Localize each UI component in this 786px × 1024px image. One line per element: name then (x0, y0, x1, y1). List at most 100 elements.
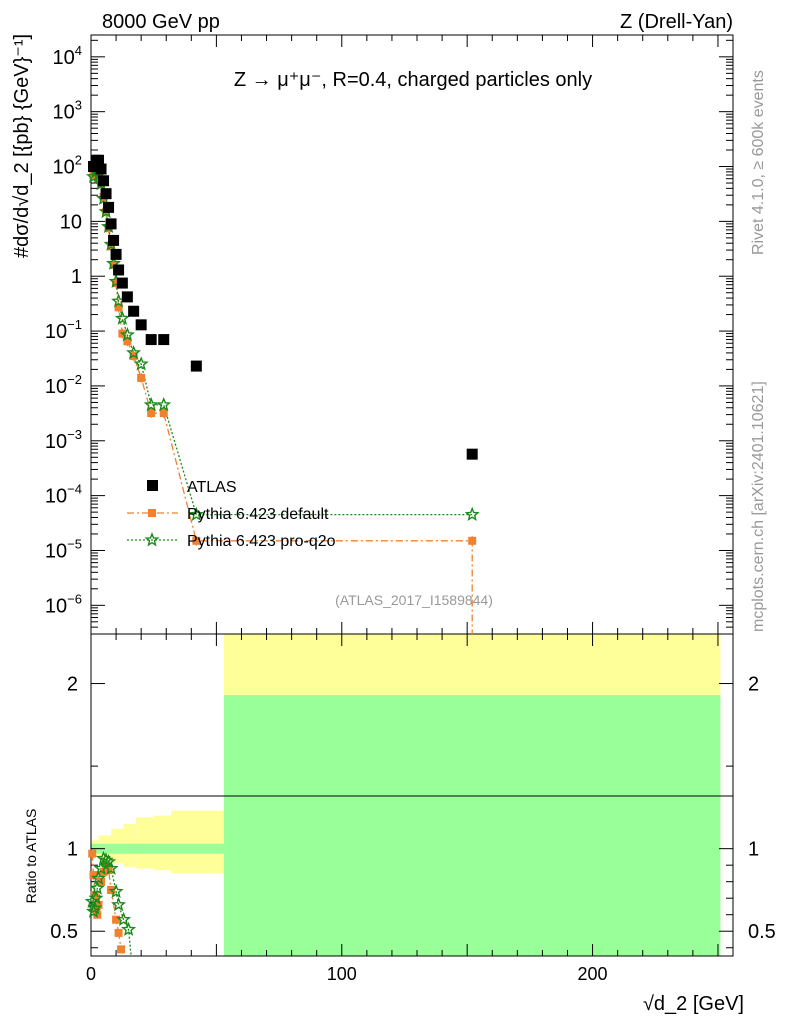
proq2o-point-11 (114, 310, 130, 325)
ratio-proq2o-point-10 (103, 860, 119, 875)
ratio-default-point-5 (94, 900, 103, 909)
y-tick-label-ratio-left-2: 2 (67, 674, 78, 696)
x-tick-label-2: 200 (578, 964, 608, 984)
legend-star-shape (144, 532, 160, 547)
band-outer-5 (153, 815, 172, 871)
atlas-point-15 (145, 334, 157, 346)
y-tick-label-main-5: 10−1 (45, 317, 82, 343)
y-tick-label-ratio-right-0: 0.5 (748, 921, 776, 943)
y-axis-label-main: #dσ/d√d_2 [{pb} {GeV}⁻¹] (11, 34, 33, 258)
ratio-default-point-13 (117, 945, 126, 954)
atlas-point-12 (121, 291, 133, 303)
legend-marker-default (148, 509, 156, 517)
atlas-point-13 (128, 305, 140, 317)
atlas-point-6 (103, 201, 115, 213)
ratio-default-point-11 (112, 915, 121, 924)
y-axis-label-ratio: Ratio to ATLAS (23, 809, 39, 904)
default-point-15 (147, 409, 156, 418)
axis-ticks (90, 35, 733, 956)
side-label-top: Rivet 4.1.0, ≥ 600k events (750, 70, 767, 255)
proq2o-point-15 (143, 396, 159, 412)
ratio-proq2o-point-11 (108, 883, 124, 899)
y-tick-label-main-1: 103 (53, 98, 82, 124)
x-tick-label-0: 0 (86, 964, 96, 984)
y-tick-label-main-0: 104 (53, 43, 82, 69)
atlas-point-17 (190, 360, 202, 372)
y-tick-label-main-4: 1 (71, 266, 82, 288)
atlas-point-18 (466, 448, 478, 460)
y-tick-label-main-10: 10−6 (45, 591, 82, 617)
legend-marker-atlas (147, 480, 158, 491)
ratio-default-point-12 (114, 928, 123, 937)
x-axis-label: √d_2 [GeV] (643, 993, 744, 1015)
side-label-bottom: mcplots.cern.ch [arXiv:2401.10621] (750, 381, 767, 632)
ratio-default-point-0 (88, 849, 97, 858)
legend-label-proq2o: Pythia 6.423 pro-q2o (187, 533, 336, 550)
band-outer-6 (171, 810, 224, 874)
axis-tick-labels: 0 100 20010410310210110−110−210−310−410−51… (45, 43, 776, 984)
y-tick-label-ratio-left-0: 0.5 (50, 921, 78, 943)
y-tick-label-ratio-right-2: 2 (748, 674, 759, 696)
band-inner-3 (223, 695, 721, 956)
atlas-point-7 (105, 218, 117, 230)
y-tick-label-ratio-left-1: 1 (67, 839, 78, 861)
ratio-proq2o-point-14 (121, 921, 137, 936)
y-tick-label-main-9: 10−5 (45, 536, 82, 562)
main-series (85, 154, 480, 634)
ratio-proq2o-point-5 (90, 870, 107, 885)
y-tick-label-main-8: 10−4 (45, 482, 82, 508)
header-left: 8000 GeV pp (102, 11, 220, 33)
y-tick-label-main-2: 102 (53, 153, 82, 179)
atlas-point-2 (93, 154, 105, 166)
ratio-plot-frame (90, 633, 734, 957)
legend-label-atlas: ATLAS (187, 479, 237, 496)
ratio-default-point-1 (89, 871, 98, 880)
chart-title: Z → μ⁺μ⁻, R=0.4, charged particles only (234, 69, 592, 91)
y-tick-label-main-7: 10−3 (45, 427, 82, 453)
atlas-point-8 (108, 234, 120, 246)
ratio-proq2o-point-13 (116, 911, 132, 927)
proq2o-point-18 (464, 506, 480, 522)
atlas-point-16 (158, 334, 170, 346)
y-tick-label-main-6: 10−2 (45, 372, 82, 398)
uncertainty-bands (91, 634, 721, 956)
proq2o-point-14 (133, 356, 149, 371)
proq2o-point-12 (119, 327, 135, 342)
ratio-proq2o-point-9 (100, 854, 117, 869)
atlas-point-3 (95, 163, 107, 175)
default-point-10 (114, 303, 123, 312)
atlas-point-0 (88, 161, 100, 173)
proq2o-point-13 (126, 345, 142, 360)
proq2o-point-17 (188, 506, 204, 522)
header-right: Z (Drell-Yan) (620, 11, 733, 33)
band-outer-4 (136, 817, 154, 869)
band-inner-2 (123, 843, 224, 854)
atlas-point-5 (100, 188, 112, 200)
ratio-proq2o-point-12 (111, 896, 127, 912)
band-inner-1 (98, 843, 124, 854)
default-point-16 (159, 409, 168, 418)
atlas-point-4 (98, 175, 110, 187)
default-point-12 (123, 337, 132, 346)
ratio-proq2o-point-0 (84, 893, 100, 908)
legend-marker-proq2o (144, 532, 160, 547)
y-tick-label-main-3: 10 (60, 211, 82, 233)
default-point-18 (468, 536, 477, 545)
ratio-series (84, 849, 137, 957)
atlas-point-14 (135, 319, 147, 331)
ratio-proq2o-point-3 (88, 890, 104, 905)
default-point-14 (137, 373, 146, 382)
legend-label-default: Pythia 6.423 default (187, 506, 329, 523)
x-tick-label-1: 100 (327, 964, 357, 984)
ratio-proq2o-point-2 (87, 900, 103, 915)
analysis-id: (ATLAS_2017_I1589844) (335, 592, 493, 608)
legend: ATLAS Pythia 6.423 default Pythia 6.423 … (127, 479, 336, 550)
atlas-point-10 (113, 264, 125, 276)
default-point-9 (112, 279, 121, 288)
proq2o-point-16 (156, 397, 172, 412)
y-tick-label-ratio-right-1: 1 (748, 839, 759, 861)
ratio-proq2o-point-4 (89, 880, 105, 895)
atlas-point-11 (116, 277, 128, 289)
atlas-point-9 (110, 248, 122, 260)
